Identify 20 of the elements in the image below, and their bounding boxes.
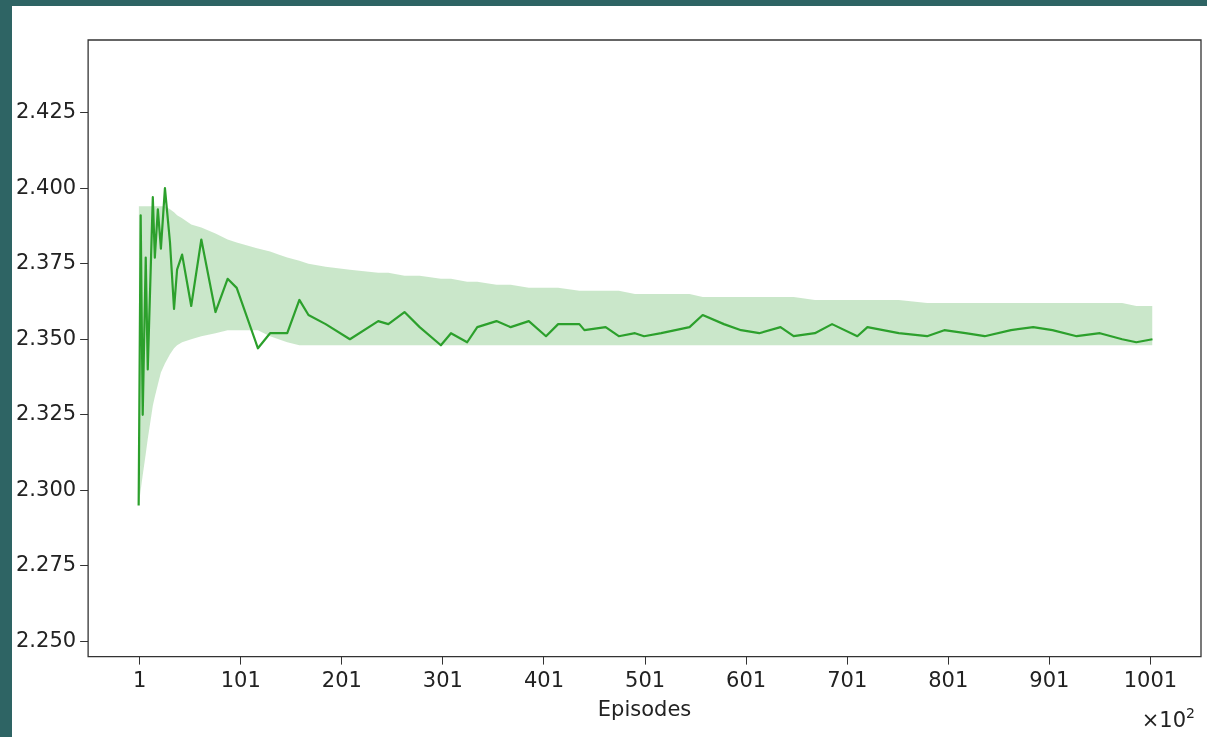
x-axis-title: Episodes (597, 696, 692, 721)
y-tick-label: 2.250 (15, 627, 77, 652)
x-tick-label: 901 (1029, 667, 1070, 692)
x-tick-label: 601 (726, 667, 767, 692)
y-tick-label: 2.400 (15, 174, 77, 199)
y-tick-label: 2.275 (15, 552, 77, 577)
y-tick-label: 2.375 (15, 250, 77, 275)
x-tick-label: 301 (422, 667, 463, 692)
x-tick-label: 801 (928, 667, 969, 692)
y-tick-label: 2.325 (15, 401, 77, 426)
y-tick-label: 2.350 (15, 325, 77, 350)
x-tick-label: 1 (132, 667, 147, 692)
x-tick-label: 201 (321, 667, 362, 692)
x-tick-label: 1001 (1123, 667, 1178, 692)
x-tick-label: 101 (220, 667, 261, 692)
y-tick-label: 2.425 (15, 98, 77, 123)
x-tick-label: 701 (827, 667, 868, 692)
x-tick-label: 501 (625, 667, 666, 692)
y-tick-label: 2.300 (15, 476, 77, 501)
x-tick-label: 401 (523, 667, 565, 692)
